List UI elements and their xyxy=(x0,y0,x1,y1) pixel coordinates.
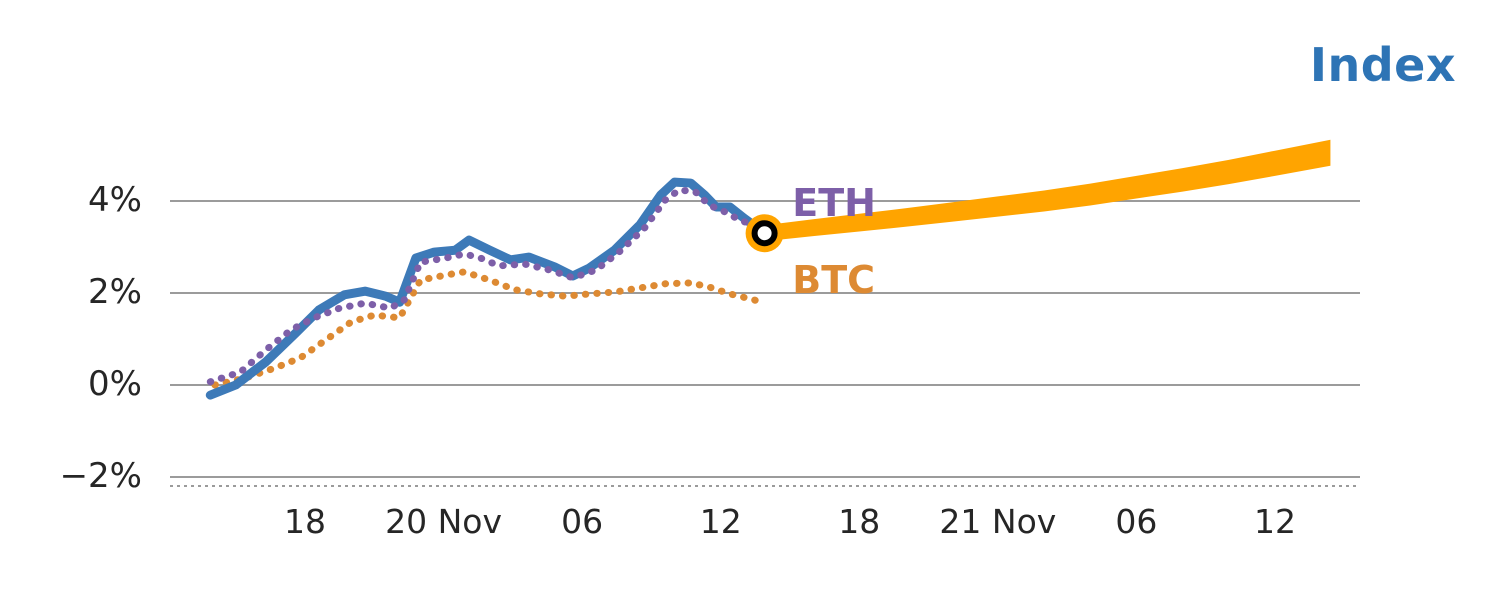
series-label-btc: BTC xyxy=(792,257,876,302)
x-tick-label: 18 xyxy=(284,502,326,541)
x-tick-label: 06 xyxy=(561,502,604,541)
y-tick-label: −2% xyxy=(59,456,142,497)
y-tick-label: 0% xyxy=(88,364,142,405)
series-index-history xyxy=(205,177,770,400)
x-tick-label: 20 Nov xyxy=(385,502,503,541)
current-point-marker xyxy=(751,220,778,247)
x-tick-label: 18 xyxy=(838,502,881,541)
x-tick-label: 06 xyxy=(1115,502,1158,541)
x-tick-label: 12 xyxy=(1253,502,1296,541)
chart-title: Index xyxy=(1309,38,1456,92)
series-eth xyxy=(206,186,759,386)
x-tick-label: 12 xyxy=(699,502,742,541)
y-tick-label: 2% xyxy=(88,272,142,313)
x-tick-label: 21 Nov xyxy=(939,502,1057,541)
series-btc xyxy=(211,268,766,389)
series-index-forecast xyxy=(764,139,1331,242)
series-label-eth: ETH xyxy=(792,180,876,225)
y-tick-label: 4% xyxy=(88,180,142,221)
